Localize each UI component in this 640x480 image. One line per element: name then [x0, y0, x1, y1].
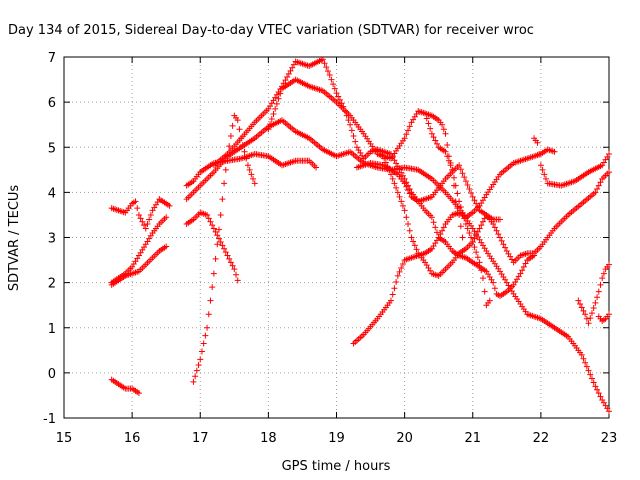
series-markers: [575, 261, 612, 327]
y-tick-label: 0: [48, 367, 56, 382]
series-track-14: [422, 110, 466, 241]
series-track-8: [183, 117, 612, 415]
data-points: [108, 56, 612, 415]
x-tick-label: 17: [192, 431, 209, 446]
series-markers: [422, 110, 466, 241]
x-tick-label: 18: [260, 431, 277, 446]
grid: [64, 57, 609, 418]
y-tick-label: 5: [48, 141, 56, 156]
x-tick-label: 21: [464, 431, 481, 446]
y-tick-label: 3: [48, 232, 56, 247]
series-track-13: [374, 146, 503, 223]
x-tick-label: 20: [396, 431, 413, 446]
series-markers: [265, 76, 493, 309]
series-markers: [350, 146, 558, 347]
x-tick-label: 16: [124, 431, 141, 446]
series-markers: [108, 196, 173, 232]
x-axis-label: GPS time / hours: [282, 459, 391, 474]
series-track-10: [265, 76, 493, 309]
y-tick-label: 1: [48, 322, 56, 337]
y-tick-label: 2: [48, 277, 56, 292]
x-tick-label: 19: [328, 431, 345, 446]
series-track-17: [595, 311, 612, 324]
series-markers: [183, 209, 241, 284]
chart-title: Day 134 of 2015, Sidereal Day-to-day VTE…: [8, 23, 534, 38]
series-markers: [183, 117, 612, 415]
x-tick-label: 23: [601, 431, 618, 446]
series-track-11: [350, 146, 558, 347]
series-track-1: [108, 196, 173, 232]
series-markers: [108, 243, 170, 288]
series-track-3: [108, 243, 170, 288]
y-tick-label: 7: [48, 51, 56, 66]
series-markers: [374, 146, 503, 223]
y-tick-label: -1: [43, 412, 56, 427]
y-tick-label: 4: [48, 186, 56, 201]
series-track-5: [183, 209, 241, 284]
x-tick-label: 22: [533, 431, 550, 446]
series-markers: [108, 376, 142, 397]
y-axis-label: SDTVAR / TECUs: [7, 185, 22, 292]
series-track-15: [531, 135, 612, 189]
series-markers: [595, 311, 612, 324]
series-track-16: [575, 261, 612, 327]
series-markers: [531, 135, 612, 189]
y-tick-label: 6: [48, 96, 56, 111]
series-track-4: [108, 376, 142, 397]
x-tick-label: 15: [56, 431, 73, 446]
